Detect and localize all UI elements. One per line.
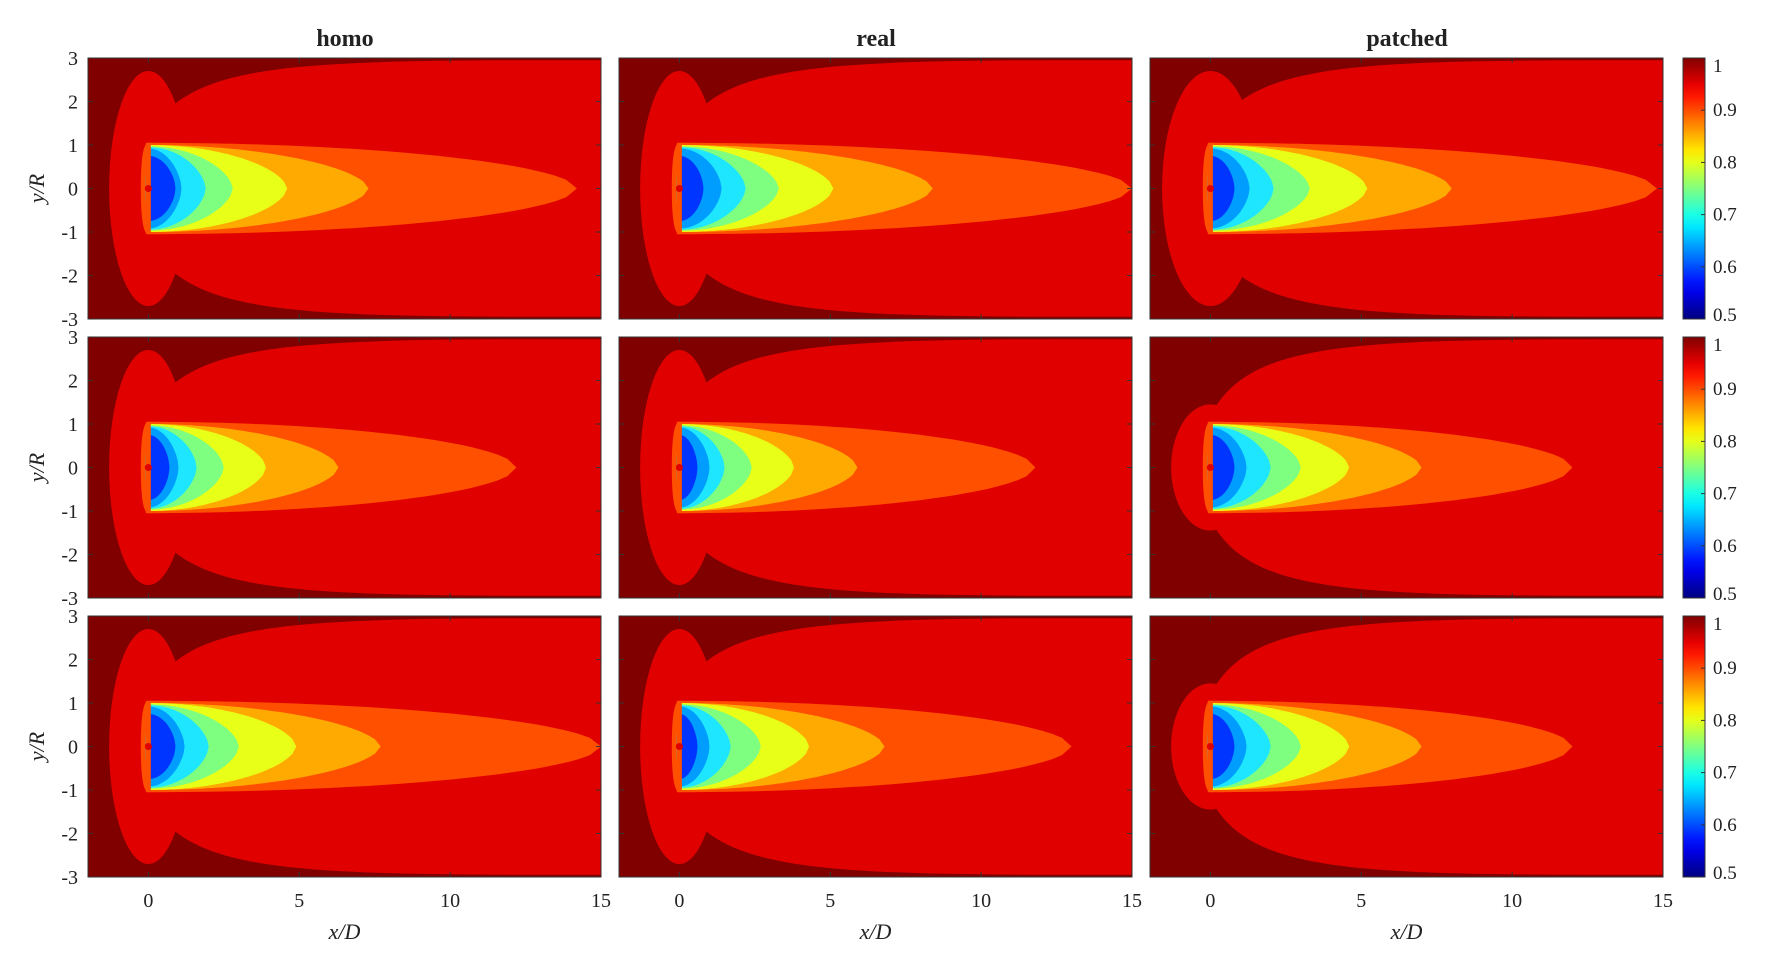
y-tick-label: 0: [68, 458, 78, 480]
y-tick-label: 0: [68, 737, 78, 759]
x-tick-label: 5: [825, 890, 835, 912]
hub-marker: [675, 185, 683, 192]
x-tick-label: 10: [440, 890, 460, 912]
colorbar-tick-label: 1: [1713, 614, 1723, 635]
y-tick-label: -1: [61, 222, 78, 244]
y-tick-label: -3: [61, 867, 78, 889]
hub-marker: [144, 743, 152, 750]
x-tick-label: 0: [674, 890, 684, 912]
x-tick-label: 15: [1653, 890, 1673, 912]
panels-layer: [87, 57, 1664, 878]
x-tick-label: 5: [294, 890, 304, 912]
y-tick-label: 2: [68, 92, 78, 114]
y-tick-label: -1: [61, 501, 78, 523]
x-tick-label: 0: [143, 890, 153, 912]
x-tick-label: 5: [1356, 890, 1366, 912]
x-axis-label: x/D: [1390, 919, 1423, 944]
contour-fill-level-0.62: [145, 434, 170, 501]
panel-r1-homo: [87, 57, 602, 320]
colorbar-row-2: 1 0.9 0.8 0.7 0.6 0.5: [1682, 335, 1737, 605]
hub-marker: [1206, 743, 1214, 750]
y-tick-label: -1: [61, 780, 78, 802]
colorbar-tick-label: 0.8: [1713, 152, 1737, 173]
y-tick-label: 1: [68, 135, 78, 157]
hub-marker: [144, 464, 152, 471]
colorbar-tick-label: 0.8: [1713, 431, 1737, 452]
contour-fill-level-0.62: [676, 434, 698, 501]
y-tick-label: 2: [68, 650, 78, 672]
colorbar-tick-label: 0.9: [1713, 379, 1737, 400]
column-title-homo: homo: [316, 26, 373, 52]
hub-marker: [1206, 185, 1214, 192]
colorbar-gradient: [1682, 336, 1706, 599]
x-tick-label: 15: [591, 890, 611, 912]
y-tick-label: -3: [61, 309, 78, 331]
y-tick-label: -2: [61, 824, 78, 846]
colorbar-gradient: [1682, 615, 1706, 878]
colorbar-tick-label: 1: [1713, 56, 1723, 77]
contour-fill-level-0.62: [145, 713, 176, 780]
y-tick-label: -3: [61, 588, 78, 610]
colorbar-tick-label: 0.6: [1713, 257, 1737, 278]
y-tick-label: 1: [68, 414, 78, 436]
colorbar-tick-label: 0.5: [1713, 863, 1737, 884]
y-tick-label: -2: [61, 545, 78, 567]
colorbars-layer: 1 0.9 0.8 0.7 0.6 0.5 1 0.9 0.8 0.7 0.6 0.5 1 0.9 0.8 0…: [1682, 56, 1737, 884]
contour-fill-level-0.62: [676, 155, 704, 222]
contour-fill-level-0.62: [145, 155, 176, 222]
x-tick-label: 0: [1205, 890, 1215, 912]
hub-marker: [675, 464, 683, 471]
colorbar-tick-label: 0.6: [1713, 815, 1737, 836]
axes-text-layer: 3210-1-2-3y/R3210-1-2-3y/R3210-1-2-3y/R0…: [24, 48, 1673, 944]
y-tick-label: 3: [68, 327, 78, 349]
x-tick-label: 10: [1502, 890, 1522, 912]
x-tick-label: 15: [1122, 890, 1142, 912]
colorbar-tick-label: 0.9: [1713, 658, 1737, 679]
panel-r3-patched: [1149, 615, 1664, 878]
column-title-real: real: [856, 26, 896, 52]
y-tick-label: 3: [68, 48, 78, 70]
contour-fill-level-0.62: [676, 713, 698, 780]
colorbar-tick-label: 0.6: [1713, 536, 1737, 557]
x-tick-label: 10: [971, 890, 991, 912]
contour-fill-level-0.62: [1207, 713, 1235, 780]
contour-fill-level-0.62: [1207, 434, 1235, 501]
hub-marker: [1206, 464, 1214, 471]
y-axis-label: y/R: [24, 731, 49, 763]
y-tick-label: 2: [68, 371, 78, 393]
y-axis-label: y/R: [24, 173, 49, 205]
colorbar-tick-label: 0.7: [1713, 205, 1737, 226]
colorbar-tick-label: 1: [1713, 335, 1723, 356]
y-tick-label: -2: [61, 266, 78, 288]
column-title-patched: patched: [1366, 26, 1448, 52]
hub-marker: [675, 743, 683, 750]
panel-r1-real: [618, 57, 1133, 320]
x-axis-label: x/D: [859, 919, 892, 944]
colorbar-tick-label: 0.7: [1713, 763, 1737, 784]
colorbar-row-1: 1 0.9 0.8 0.7 0.6 0.5: [1682, 56, 1737, 326]
colorbar-tick-label: 0.7: [1713, 484, 1737, 505]
panel-r3-real: [618, 615, 1133, 878]
colorbar-tick-label: 0.5: [1713, 305, 1737, 326]
panel-r3-homo: [87, 615, 602, 878]
panel-r2-homo: [87, 336, 602, 599]
y-axis-label: y/R: [24, 452, 49, 484]
panel-r2-patched: [1149, 336, 1664, 599]
colorbar-row-3: 1 0.9 0.8 0.7 0.6 0.5: [1682, 614, 1737, 884]
panel-r2-real: [618, 336, 1133, 599]
colorbar-gradient: [1682, 57, 1706, 320]
colorbar-tick-label: 0.8: [1713, 710, 1737, 731]
contour-fill-level-0.62: [1207, 155, 1235, 222]
y-tick-label: 0: [68, 179, 78, 201]
colorbar-tick-label: 0.9: [1713, 100, 1737, 121]
x-axis-label: x/D: [328, 919, 361, 944]
colorbar-tick-label: 0.5: [1713, 584, 1737, 605]
hub-marker: [144, 185, 152, 192]
y-tick-label: 1: [68, 693, 78, 715]
panel-r1-patched: [1149, 57, 1664, 320]
y-tick-label: 3: [68, 606, 78, 628]
